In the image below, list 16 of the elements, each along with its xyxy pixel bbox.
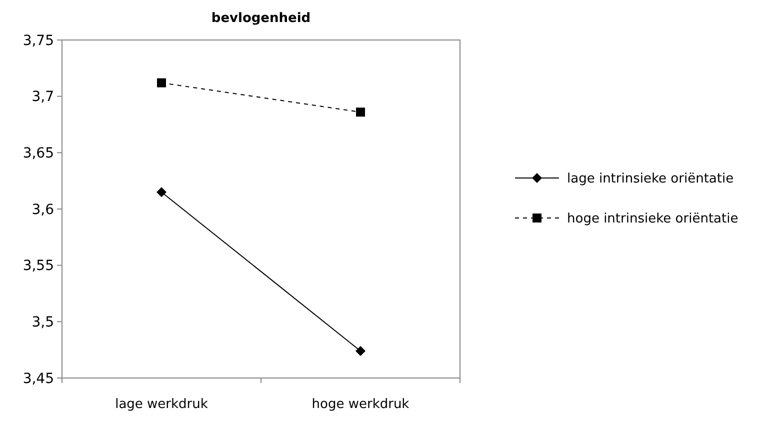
y-tick-label: 3,7 [32,89,54,106]
point [156,187,166,198]
legend-label: hoge intrinsieke oriëntatie [567,212,738,227]
y-tick-label: 3,75 [22,32,54,49]
point [157,78,166,88]
point [356,346,366,356]
legend-label: lage intrinsieke oriëntatie [567,172,734,187]
y-tick-label: 3,45 [22,370,54,387]
y-tick-label: 3,65 [22,146,54,162]
y-tick-label: 3,5 [32,314,54,331]
y-tick-label: 3,55 [22,258,54,274]
x-tick-label: lage werkdruk [115,397,208,412]
x-tick-label: hoge werkdruk [312,397,410,412]
point [356,108,365,117]
chart-title: bevlogenheid [211,11,311,26]
y-tick-label: 3,6 [32,202,54,218]
